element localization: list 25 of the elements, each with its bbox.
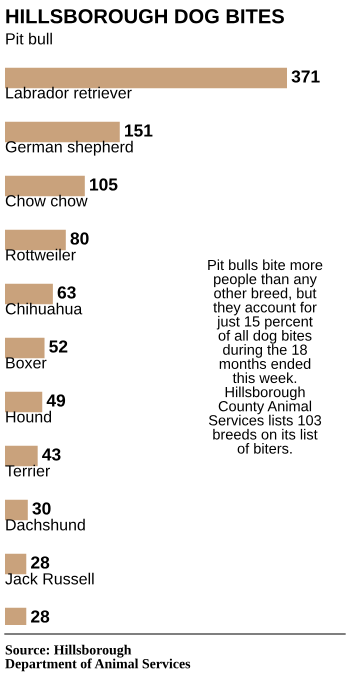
- data-label: 49: [46, 394, 66, 407]
- y-tick-label: Boxer: [6, 357, 46, 368]
- data-label: 80: [70, 232, 89, 245]
- data-label: 28: [31, 556, 50, 569]
- y-tick-label: Jack Russell: [5, 572, 94, 584]
- y-tick-label: Terrier: [5, 464, 50, 476]
- y-tick-label: Labrador retriever: [6, 86, 132, 98]
- text: Pit bulls bite more people than any other breed, but they account for just 15 percent of all dog bites during the 18 months ended this week. Hillsborough County Animal Services lists 103 breeds on its list of biters.: [208, 259, 322, 454]
- data-label: 151: [125, 124, 152, 137]
- data-label: 28: [31, 610, 50, 623]
- chart-title: HILLSBOROUGH DOG BITES: [6, 9, 284, 24]
- y-tick-label: Hound: [6, 410, 52, 422]
- y-tick-label: Rottweiler: [6, 248, 76, 260]
- y-tick-label: Chow chow: [6, 194, 88, 206]
- y-tick-label: German shepherd: [6, 140, 133, 156]
- y-tick-label: Dachshund: [6, 518, 85, 530]
- source-note: Source: Hillsborough Department of Animal Services: [5, 644, 190, 672]
- data-label: 43: [42, 448, 61, 461]
- y-tick-label: Chihuahua: [6, 302, 82, 314]
- y-tick-label: Pit bull: [6, 32, 52, 44]
- data-label: 52: [49, 340, 68, 353]
- data-label: 371: [292, 70, 320, 83]
- data-label: 63: [58, 286, 76, 299]
- data-label: 30: [32, 502, 51, 515]
- data-label: 105: [90, 178, 118, 191]
